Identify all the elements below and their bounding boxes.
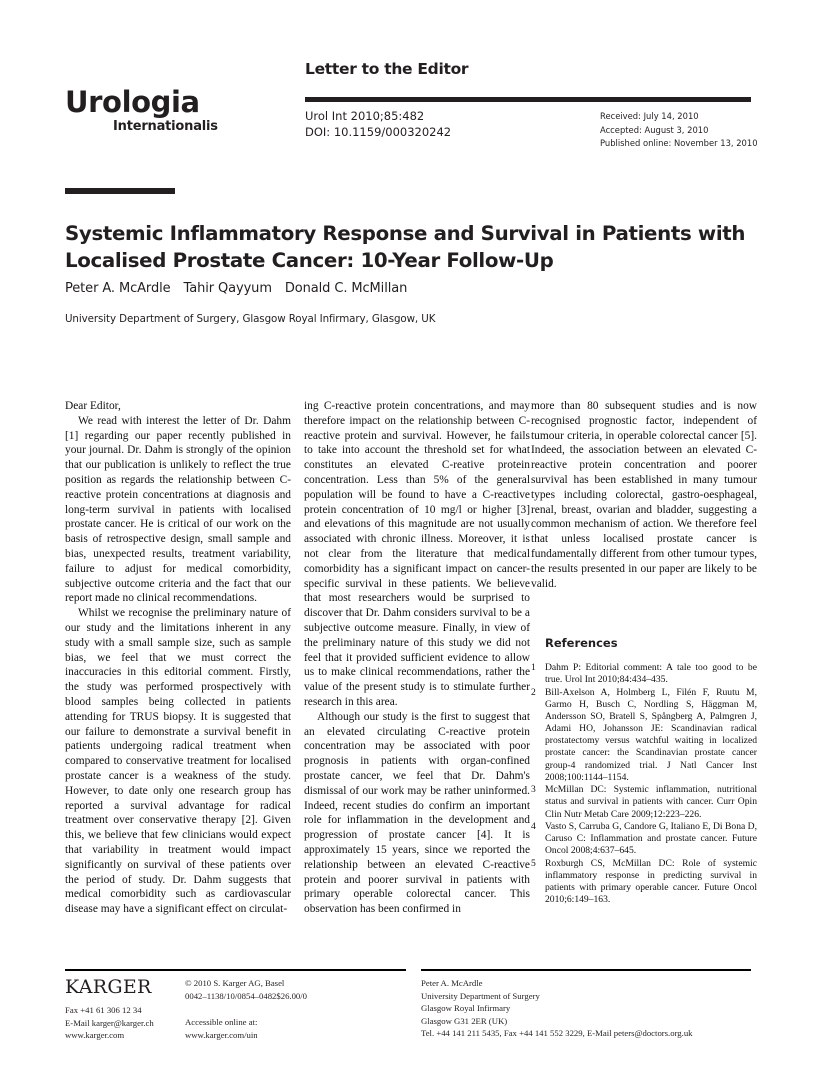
page-title: Systemic Inflammatory Response and Survi… bbox=[65, 222, 746, 272]
accepted-date: Accepted: August 3, 2010 bbox=[600, 124, 709, 135]
reference-item: 2 Bill-Axelson A, Holmberg L, Filén F, Ru… bbox=[531, 687, 757, 784]
reference-text: Dahm P: Editorial comment: A tale too go… bbox=[545, 662, 757, 686]
masthead-title: Urologia bbox=[65, 85, 200, 119]
reference-number: 4 bbox=[531, 821, 536, 833]
reference-text: Roxburgh CS, McMillan DC: Role of system… bbox=[545, 858, 757, 906]
body-paragraph: We read with interest the letter of Dr. … bbox=[65, 414, 291, 605]
corr-department: University Department of Surgery bbox=[421, 990, 540, 1001]
publisher-website[interactable]: www.karger.com bbox=[65, 1030, 125, 1041]
published-date: Published online: November 13, 2010 bbox=[600, 138, 758, 149]
section-kicker: Letter to the Editor bbox=[305, 60, 469, 78]
reference-number: 5 bbox=[531, 858, 536, 869]
corr-address: Glasgow G31 2ER (UK) bbox=[421, 1015, 508, 1026]
reference-number: 3 bbox=[531, 784, 536, 796]
reference-item: 4 Vasto S, Carruba G, Candore G, Italiano… bbox=[531, 821, 757, 857]
issn-line: 0042–1138/10/0854–0482$26.00/0 bbox=[185, 990, 308, 1001]
corr-name: Peter A. McArdle bbox=[421, 978, 483, 988]
online-access-block: Accessible online at: www.karger.com/uin bbox=[185, 1016, 258, 1041]
author-list: Peter A. McArdle Tahir Qayyum Donald C. Mc… bbox=[65, 281, 765, 296]
journal-reference: Urol Int 2010;85:482 DOI: 10.1159/000320… bbox=[305, 108, 451, 141]
accessible-url[interactable]: www.karger.com/uin bbox=[185, 1029, 258, 1040]
karger-logo: KARGER bbox=[65, 976, 152, 998]
journal-masthead: Urologia Internationalis bbox=[65, 85, 275, 135]
reference-text: McMillan DC: Systemic inflammation, nutr… bbox=[545, 784, 757, 820]
body-paragraph: more than 80 subsequent studies and is n… bbox=[531, 400, 757, 590]
footer-rule-right bbox=[421, 969, 751, 971]
title-rule bbox=[65, 188, 175, 194]
body-column-2: ing C-reactive protein concentrations, a… bbox=[304, 399, 530, 917]
footer-rule-left bbox=[65, 969, 406, 971]
author-name: Peter A. McArdle bbox=[65, 281, 171, 296]
received-date: Received: July 14, 2010 bbox=[600, 111, 699, 121]
body-paragraph: Dear Editor, bbox=[65, 400, 121, 412]
reference-number: 2 bbox=[531, 686, 536, 698]
affiliation: University Department of Surgery, Glasgo… bbox=[65, 313, 436, 325]
journal-citation: Urol Int 2010;85:482 bbox=[305, 109, 425, 123]
publisher-email[interactable]: E-Mail karger@karger.ch bbox=[65, 1017, 154, 1028]
masthead-subtitle: Internationalis bbox=[113, 119, 218, 134]
body-paragraph: Whilst we recognise the preliminary natu… bbox=[65, 607, 291, 916]
publisher-fax: Fax +41 61 306 12 34 bbox=[65, 1005, 142, 1015]
publisher-contact: Fax +41 61 306 12 34 E-Mail karger@karge… bbox=[65, 1004, 154, 1042]
reference-number: 1 bbox=[531, 662, 536, 673]
copyright-block: © 2010 S. Karger AG, Basel 0042–1138/10/… bbox=[185, 977, 307, 1002]
author-name: Donald C. McMillan bbox=[284, 281, 408, 296]
reference-text: Bill-Axelson A, Holmberg L, Filén F, Ruu… bbox=[545, 686, 757, 783]
body-column-1: Dear Editor, We read with interest the le… bbox=[65, 399, 291, 917]
references-list: 1 Dahm P: Editorial comment: A tale too g… bbox=[531, 662, 757, 907]
copyright-line: © 2010 S. Karger AG, Basel bbox=[185, 978, 285, 988]
body-paragraph: ing C-reactive protein concentrations, a… bbox=[304, 400, 530, 708]
corr-institution: Glasgow Royal Infirmary bbox=[421, 1003, 511, 1014]
reference-text: Vasto S, Carruba G, Candore G, Italiano … bbox=[545, 821, 757, 857]
reference-item: 1 Dahm P: Editorial comment: A tale too g… bbox=[531, 662, 757, 686]
doi-line: DOI: 10.1159/000320242 bbox=[305, 125, 452, 140]
reference-item: 3 McMillan DC: Systemic inflammation, nut… bbox=[531, 784, 757, 820]
corr-contact: Tel. +44 141 211 5435, Fax +44 141 552 3… bbox=[421, 1028, 693, 1039]
header-rule bbox=[305, 97, 751, 102]
accessible-label: Accessible online at: bbox=[185, 1017, 258, 1027]
author-name: Tahir Qayyum bbox=[183, 281, 272, 296]
publication-dates: Received: July 14, 2010 Accepted: August… bbox=[600, 110, 758, 151]
reference-item: 5 Roxburgh CS, McMillan DC: Role of syste… bbox=[531, 858, 757, 907]
correspondence-block: Peter A. McArdle University Department o… bbox=[421, 977, 761, 1040]
body-column-3: more than 80 subsequent studies and is n… bbox=[531, 399, 757, 591]
body-paragraph: Although our study is the first to sugge… bbox=[304, 710, 530, 916]
references-heading: References bbox=[545, 636, 618, 650]
